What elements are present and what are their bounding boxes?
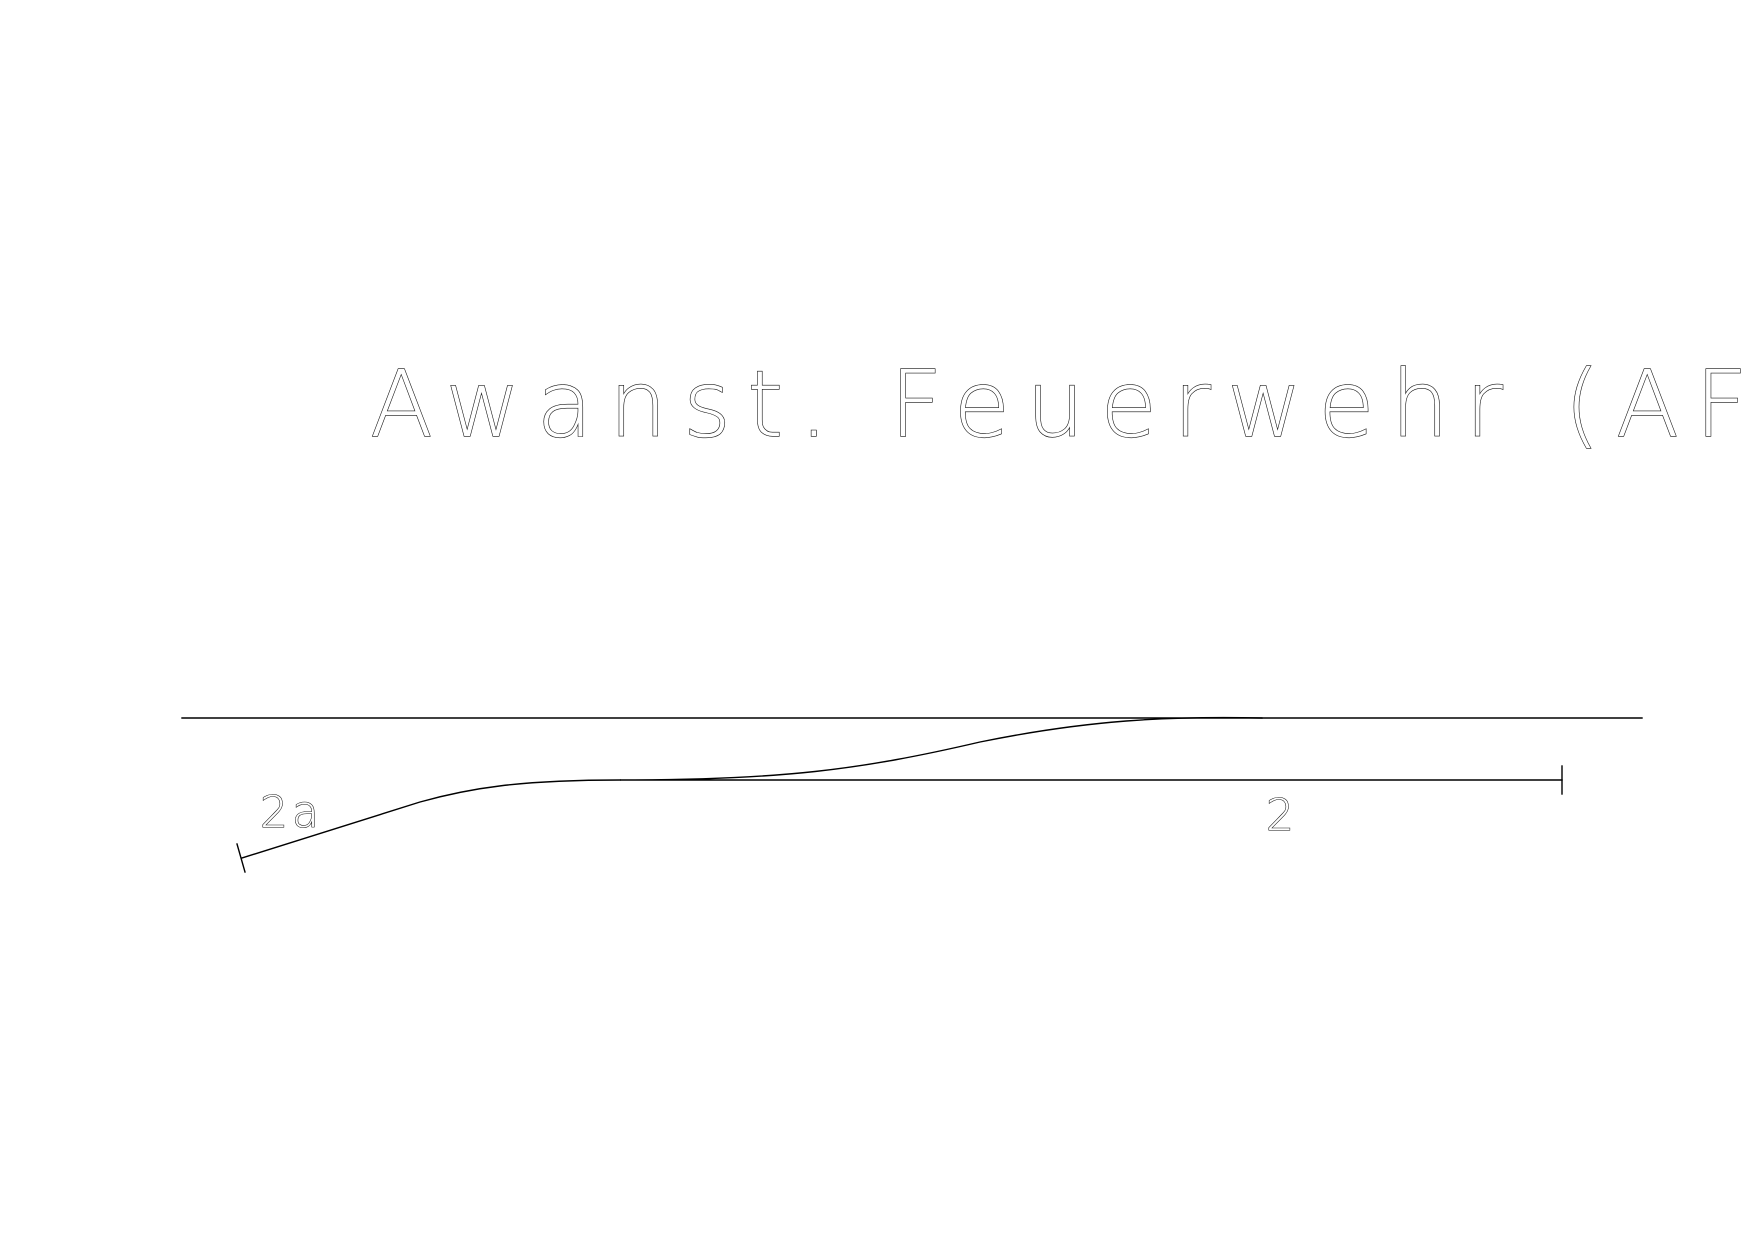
track-2a-buffer-stop xyxy=(236,843,246,873)
track-2a-line xyxy=(241,779,621,859)
diagram-title: Awanst. Feuerwehr (AFW) xyxy=(370,351,1754,458)
track-2-line xyxy=(619,716,1563,781)
track-2a-label: 2a xyxy=(260,787,323,838)
track-2-label: 2 xyxy=(1266,790,1298,841)
